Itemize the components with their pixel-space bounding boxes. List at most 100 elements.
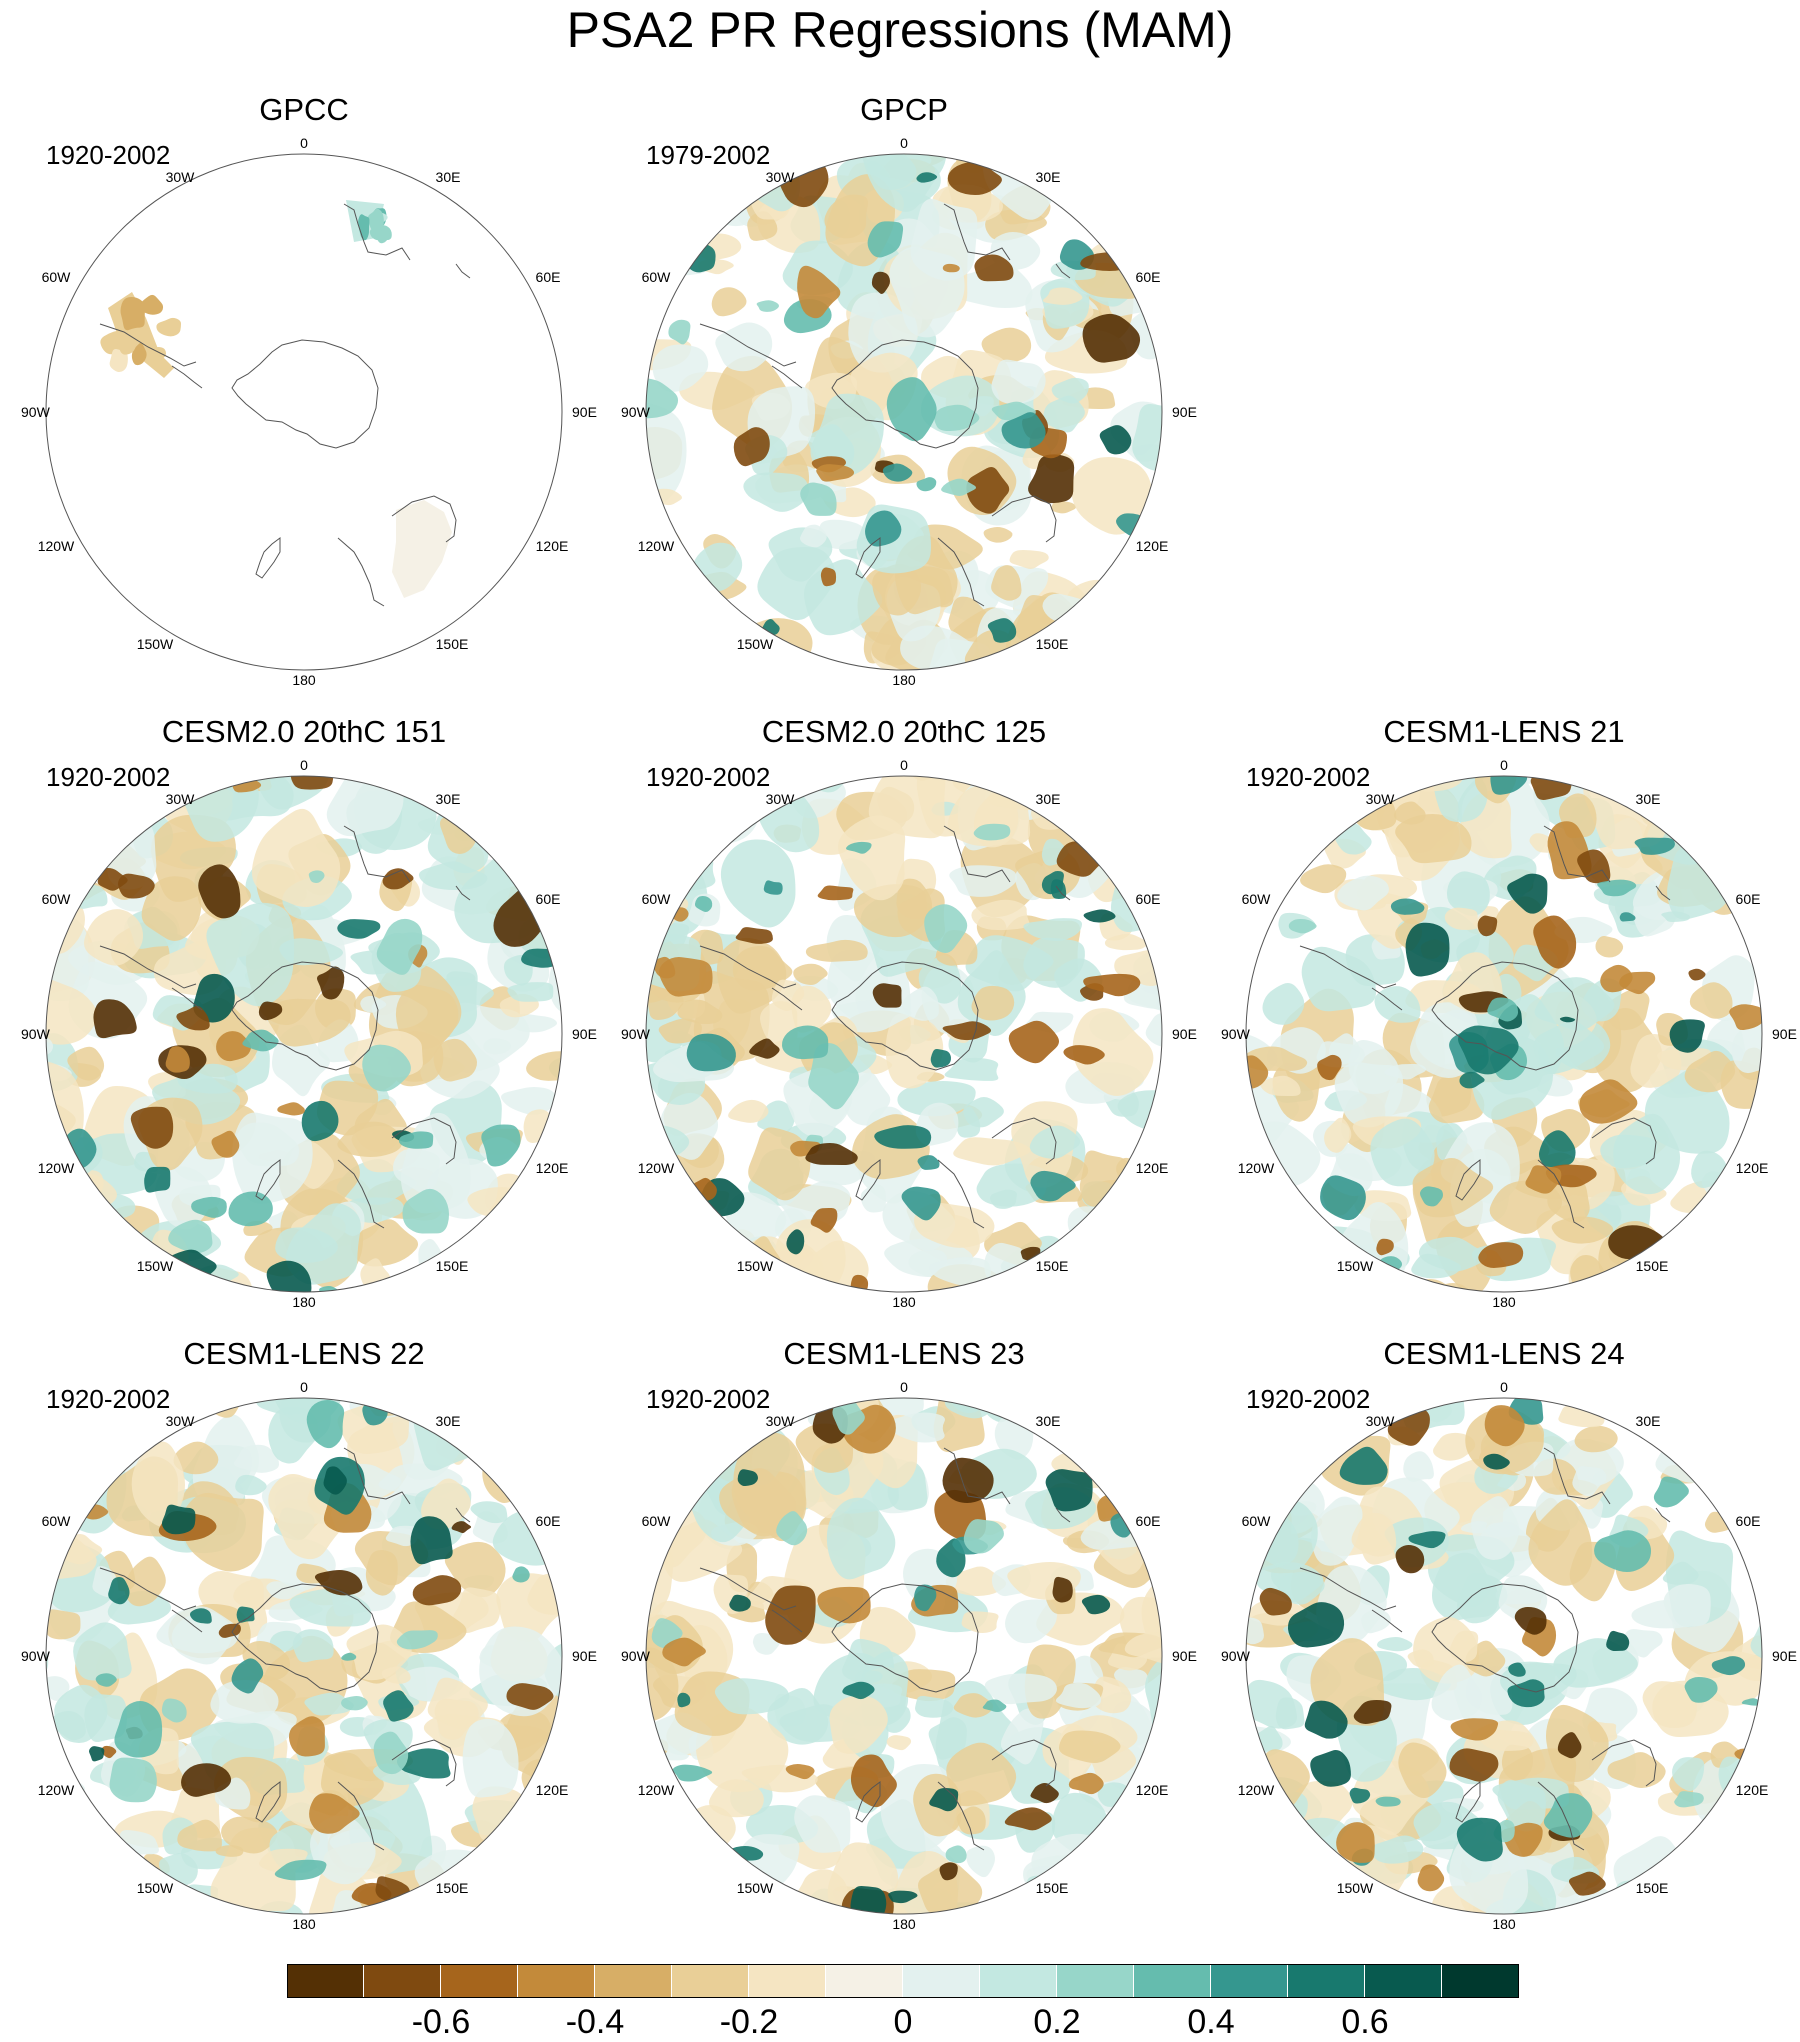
longitude-label: 150E — [1636, 1880, 1669, 1896]
contour-region — [1501, 1744, 1534, 1781]
contour-region — [1008, 1020, 1060, 1064]
contour-region — [452, 1587, 501, 1634]
coastline — [455, 885, 471, 901]
contour-region — [652, 956, 676, 979]
contour-region — [84, 909, 144, 966]
contour-region — [945, 1566, 1007, 1596]
contour-region — [346, 1624, 412, 1681]
contour-region — [506, 1683, 554, 1710]
contour-region — [233, 1444, 280, 1473]
contour-region — [221, 1816, 278, 1854]
longitude-label: 60E — [1736, 891, 1761, 907]
longitude-label: 150W — [737, 1258, 774, 1274]
colorbar-tick-label: 0.4 — [1187, 2003, 1235, 2041]
contour-region — [161, 1698, 187, 1723]
contour-region — [910, 198, 978, 281]
longitude-label: 150W — [137, 1258, 174, 1274]
contour-region — [341, 1695, 368, 1711]
contour-region — [1613, 1113, 1681, 1195]
contour-region — [173, 1441, 219, 1475]
contour-region — [1083, 909, 1116, 923]
contour-region — [850, 1885, 887, 1914]
contour-region — [911, 1911, 963, 1914]
panel-title: CESM2.0 20thC 125 — [761, 714, 1047, 749]
longitude-label: 90W — [21, 1648, 51, 1664]
contour-region — [286, 1203, 361, 1285]
contour-region — [1449, 1748, 1499, 1782]
contour-region — [376, 918, 423, 975]
contour-region — [1324, 1117, 1352, 1153]
contour-region — [1377, 1636, 1413, 1652]
contour-region — [897, 1080, 976, 1117]
contour-region — [984, 1673, 1057, 1705]
contour-region — [953, 1693, 994, 1718]
coastline — [337, 537, 385, 607]
contour-region — [467, 1187, 544, 1218]
coastline — [1537, 1159, 1585, 1229]
longitude-label: 60E — [1136, 891, 1161, 907]
contour-region — [1051, 377, 1089, 404]
contour-region — [1390, 898, 1425, 915]
longitude-label: 60E — [536, 1513, 561, 1529]
longitude-label: 60E — [1736, 1513, 1761, 1529]
contour-region — [850, 1274, 869, 1292]
contour-region — [916, 477, 937, 492]
contour-region — [46, 1100, 58, 1117]
coastline — [99, 1567, 197, 1611]
contour-region — [735, 927, 773, 944]
coastline — [171, 987, 203, 1011]
contour-region — [1471, 1496, 1519, 1560]
contour-region — [886, 1412, 945, 1443]
coastline — [171, 365, 203, 389]
contour-region — [470, 1501, 508, 1524]
contour-region — [108, 1576, 130, 1605]
longitude-label: 150E — [1636, 1258, 1669, 1274]
longitude-label: 0 — [900, 757, 908, 773]
colorbar-swatch — [672, 1964, 749, 1998]
contour-region — [1336, 1822, 1375, 1863]
longitude-label: 150E — [436, 636, 469, 652]
longitude-label: 150W — [737, 636, 774, 652]
contour-region — [236, 1606, 255, 1623]
contour-region — [829, 1695, 888, 1754]
contour-region — [1688, 968, 1706, 981]
longitude-label: 150W — [1337, 1880, 1374, 1896]
contour-region — [928, 1257, 991, 1286]
contour-region — [1731, 1021, 1762, 1074]
contour-region — [176, 1005, 210, 1031]
map-panel-cesm1-lens-24: 0 180 30W 60W 90W 120W 150W 30E 60E 90E 120E 150E C… — [1221, 1336, 1797, 1936]
coastline — [1591, 1117, 1657, 1165]
contour-region — [365, 1549, 398, 1596]
contour-region — [1028, 454, 1075, 504]
contour-region — [1104, 933, 1149, 951]
contour-region — [89, 1746, 105, 1762]
contour-region — [1497, 1780, 1546, 1832]
contour-region — [304, 1692, 354, 1716]
coastline — [943, 203, 1011, 261]
contour-region — [337, 919, 381, 939]
contour-region — [1663, 1584, 1711, 1628]
colorbar-swatch — [364, 1964, 441, 1998]
colorbar-tick-label: -0.6 — [411, 2003, 471, 2041]
colorbar-swatch — [1288, 1964, 1365, 1998]
coastline — [1455, 1159, 1481, 1201]
panel-title: CESM1-LENS 22 — [183, 1336, 425, 1371]
contour-region — [73, 1622, 132, 1681]
contour-region — [309, 1793, 360, 1834]
contour-region — [124, 1556, 166, 1607]
contour-region — [885, 1013, 944, 1089]
contour-region — [165, 1046, 190, 1073]
panel-years: 1979-2002 — [646, 140, 771, 170]
longitude-label: 0 — [900, 135, 908, 151]
contour-region — [512, 1566, 530, 1583]
contour-region — [987, 618, 1017, 643]
contour-region — [1081, 1594, 1111, 1615]
longitude-label: 60E — [1136, 269, 1161, 285]
contour-region — [808, 1043, 859, 1110]
contour-region — [146, 346, 167, 362]
contour-region — [942, 1457, 994, 1503]
contour-region — [800, 524, 827, 548]
contour-region — [1145, 1012, 1162, 1048]
contour-region — [743, 472, 809, 512]
longitude-label: 90E — [1172, 1648, 1197, 1664]
